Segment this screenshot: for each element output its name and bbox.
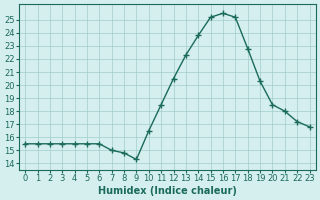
X-axis label: Humidex (Indice chaleur): Humidex (Indice chaleur) bbox=[98, 186, 237, 196]
